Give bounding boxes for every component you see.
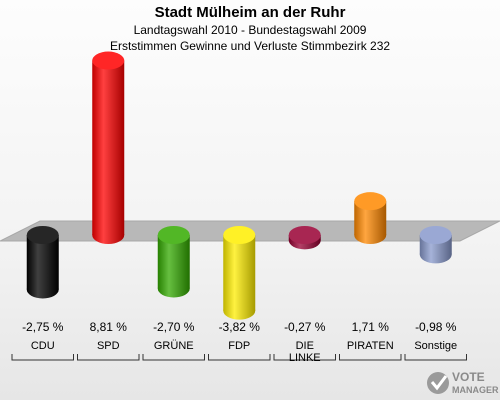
bar-bottom-cap — [157, 279, 190, 298]
category-bracket — [404, 354, 467, 361]
category-bracket — [339, 354, 402, 361]
bar-body — [92, 60, 125, 236]
bar-6 — [419, 226, 452, 264]
bar-bottom-cap — [419, 245, 452, 264]
bar-top-cap — [419, 226, 452, 244]
value-label: -2,75 % — [22, 320, 64, 334]
logo-text-line1: VOTE — [452, 370, 485, 384]
bar-1 — [92, 51, 125, 244]
category-label: PIRATEN — [347, 340, 394, 352]
chart-title: Stadt Mülheim an der Ruhr — [154, 4, 346, 21]
category-label: FDP — [228, 340, 250, 352]
bar-bottom-cap — [354, 226, 387, 244]
title-block: Stadt Mülheim an der Ruhr Landtagswahl 2… — [0, 4, 500, 54]
category-label: SPD — [97, 340, 120, 352]
bar-top-cap — [26, 226, 59, 244]
bar-bottom-cap — [26, 280, 59, 299]
bar-top-cap — [92, 51, 125, 70]
logo-text-line2: MANAGER — [452, 385, 499, 395]
bar-0 — [26, 226, 59, 299]
category-bracket — [208, 354, 271, 361]
value-label: 8,81 % — [90, 320, 128, 334]
category-bracket — [273, 354, 336, 361]
category-label: GRÜNE — [154, 340, 194, 352]
bar-top-cap — [223, 226, 256, 244]
chart-subtitle: Landtagswahl 2010 - Bundestagswahl 2009 — [133, 23, 367, 37]
vote-manager-logo: VOTE MANAGER — [425, 365, 500, 400]
value-label: -2,70 % — [153, 320, 195, 334]
value-label: -3,82 % — [219, 320, 261, 334]
category-bracket — [142, 354, 205, 361]
value-label: 1,71 % — [352, 320, 390, 334]
chart-subtitle-2: Erststimmen Gewinne und Verluste Stimmbe… — [109, 39, 391, 53]
bar-4 — [288, 226, 321, 250]
bar-body — [223, 235, 256, 311]
category-label: CDU — [31, 340, 55, 352]
category-label: DIE LINKE — [289, 340, 321, 364]
bar-top-cap — [354, 192, 387, 211]
bar-5 — [354, 192, 387, 244]
category-bracket — [11, 354, 74, 361]
value-label: -0,98 % — [415, 320, 457, 334]
bar-bottom-cap — [92, 226, 125, 244]
logo-check-icon — [427, 372, 449, 394]
value-label: -0,27 % — [284, 320, 326, 334]
bar-top-cap — [288, 226, 321, 244]
bar-top-cap — [157, 226, 190, 244]
bar-body — [26, 235, 59, 290]
category-label: Sonstige — [414, 340, 457, 352]
bar-3 — [223, 226, 256, 320]
bar-bottom-cap — [223, 301, 256, 320]
category-bracket — [77, 354, 140, 361]
bar-2 — [157, 226, 190, 298]
